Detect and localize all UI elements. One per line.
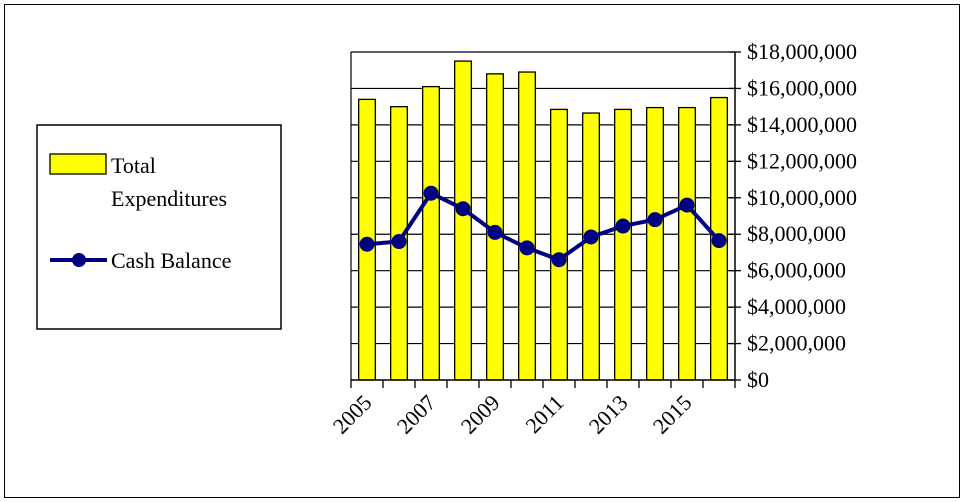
point-cash-balance: [583, 229, 599, 245]
legend-swatch-total-expenditures: [49, 153, 107, 175]
line-cash-balance: [366, 191, 721, 262]
point-cash-balance: [551, 252, 567, 268]
legend-label-total-expenditures: Total: [111, 153, 156, 178]
bar-total-expenditures: [550, 108, 568, 381]
legend-label-cash-balance: Cash Balance: [111, 248, 231, 273]
point-cash-balance: [423, 185, 439, 201]
bar-total-expenditures: [582, 112, 600, 381]
bar-total-expenditures: [614, 108, 632, 381]
x-tick-label: 2007: [392, 390, 441, 439]
point-cash-balance: [359, 236, 375, 252]
y-tick-label: $14,000,000: [747, 112, 857, 137]
point-cash-balance: [391, 234, 407, 250]
x-tick-label: 2005: [328, 390, 377, 439]
bar-total-expenditures: [646, 106, 664, 381]
point-cash-balance: [615, 218, 631, 234]
plot-area: $0 $2,000,000 $4,000,000 $6,000,000 $8,000,0…: [328, 39, 857, 439]
x-tick-label: 2011: [520, 390, 568, 438]
y-tick-label: $8,000,000: [747, 221, 846, 246]
bar-total-expenditures: [422, 85, 440, 381]
point-cash-balance: [711, 233, 727, 249]
y-tick-label: $2,000,000: [747, 331, 846, 356]
y-tick-label: $18,000,000: [747, 39, 857, 64]
x-tick-label: 2013: [584, 390, 633, 439]
point-cash-balance: [679, 197, 695, 213]
y-tick-label: $12,000,000: [747, 148, 857, 173]
legend-label-total-expenditures: Expenditures: [111, 186, 227, 211]
legend-marker-cash-balance: [72, 253, 86, 267]
point-cash-balance: [647, 212, 663, 228]
y-tick-label: $6,000,000: [747, 258, 846, 283]
bar-total-expenditures: [678, 106, 696, 381]
y-tick-label: $4,000,000: [747, 294, 846, 319]
chart-frame: $0 $2,000,000 $4,000,000 $6,000,000 $8,000,0…: [4, 4, 960, 498]
point-cash-balance: [519, 240, 535, 256]
point-cash-balance: [487, 224, 503, 240]
y-tick-label: $10,000,000: [747, 185, 857, 210]
y-tick-label: $0: [747, 367, 769, 392]
legend: Total Expenditures Cash Balance: [36, 124, 282, 330]
bar-total-expenditures: [454, 60, 472, 381]
combo-chart: $0 $2,000,000 $4,000,000 $6,000,000 $8,000,0…: [36, 39, 857, 439]
x-tick-label: 2009: [456, 390, 505, 439]
point-cash-balance: [455, 201, 471, 217]
y-tick-label: $16,000,000: [747, 75, 857, 100]
bar-total-expenditures: [518, 71, 536, 381]
x-tick-label: 2015: [648, 390, 697, 439]
